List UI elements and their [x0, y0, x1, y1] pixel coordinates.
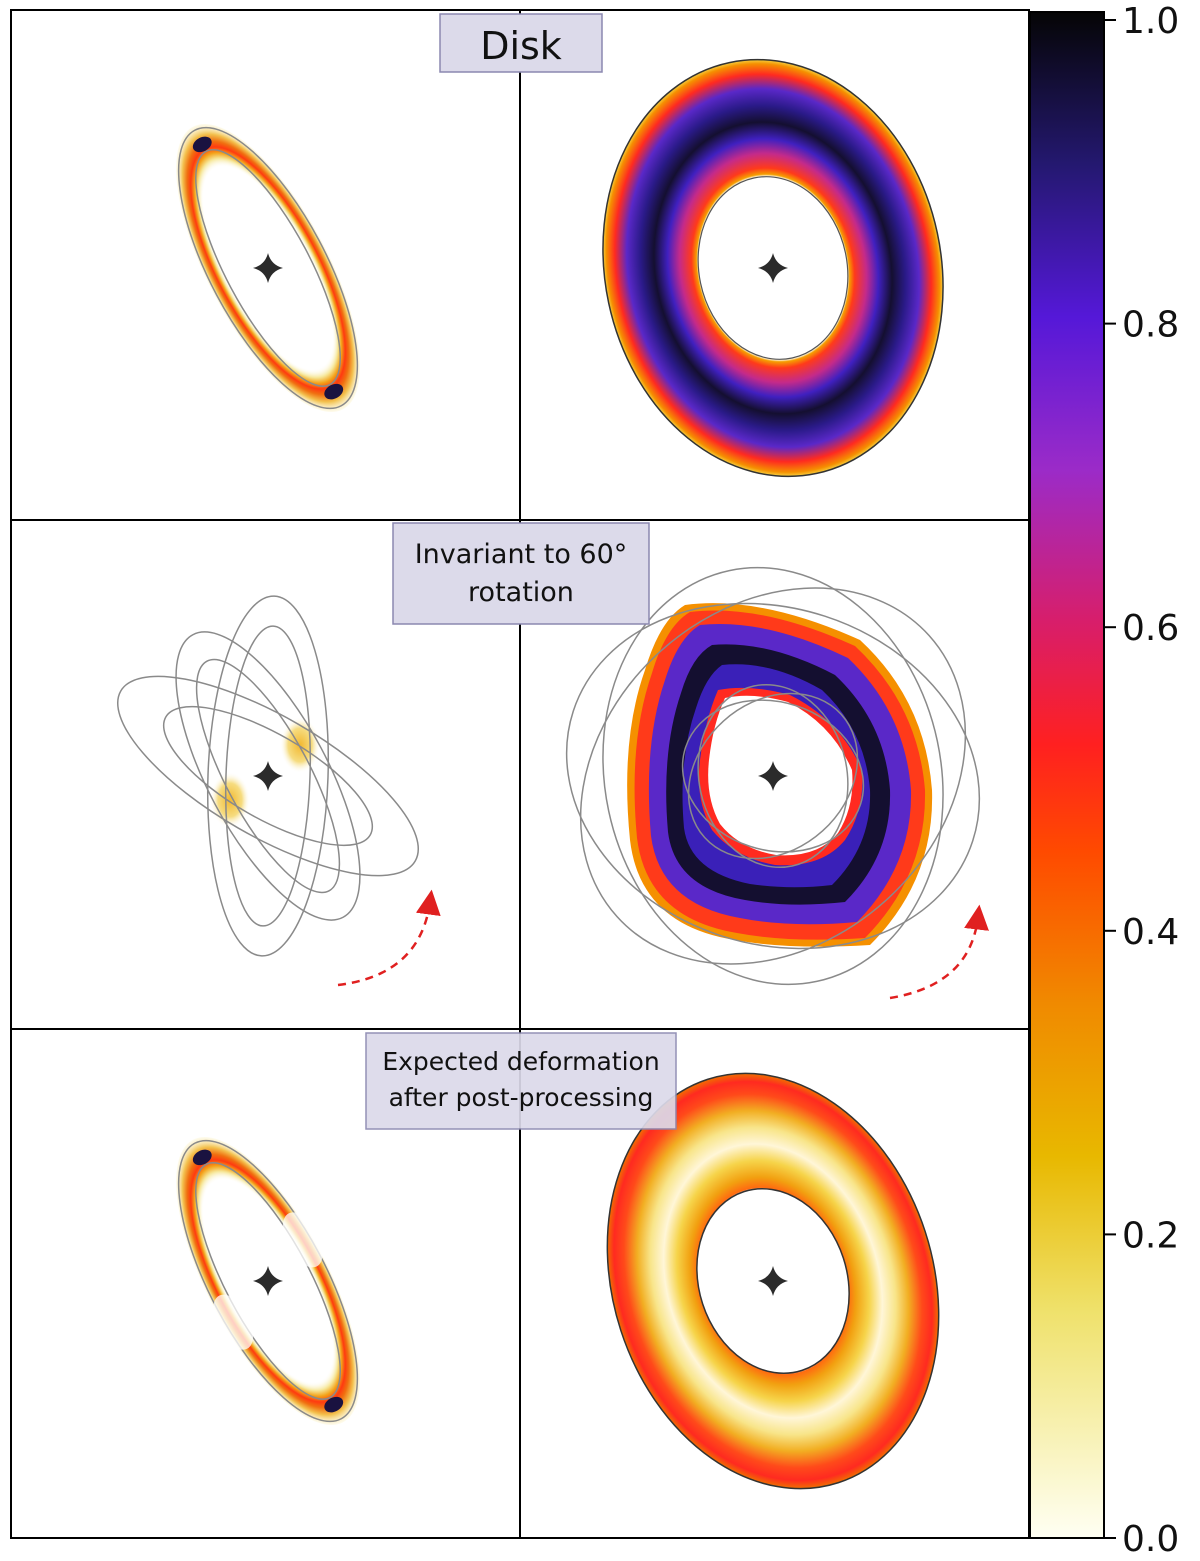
colorbar-tick-label: 0.0: [1122, 1519, 1179, 1560]
rotated-outline-60: [579, 587, 967, 965]
rotation-arrow: [337, 889, 441, 987]
rotated-outline-120-inner: [681, 699, 865, 853]
wide-disk-inner-outline: [696, 1187, 850, 1375]
rotated-outline-120: [565, 602, 981, 950]
ansa-peak-top: [192, 136, 212, 153]
subtracted-region: [282, 1212, 323, 1268]
colorbar-tick-label: 0.6: [1122, 608, 1179, 649]
row1-right-panel: [602, 58, 944, 478]
star-icon: [758, 761, 788, 791]
label-rotation-line2: rotation: [468, 577, 574, 608]
rotated-outline-0: [602, 566, 944, 986]
rotated-outline-60-inner: [687, 692, 859, 860]
subtracted-region: [213, 1294, 254, 1350]
label-rotation-line1: Invariant to 60°: [415, 539, 628, 570]
row3-right-panel: [606, 1072, 940, 1490]
star-icon: [253, 253, 283, 283]
wide-disk-outer-outline: [602, 58, 944, 478]
colorbar-tick-label: 1.0: [1122, 1, 1179, 42]
label-disk-text: Disk: [480, 24, 562, 68]
rotation-arrow: [889, 904, 989, 1000]
colorbar-ticks: 0.0 0.2 0.4 0.6 0.8 1.0: [1104, 1, 1179, 1560]
ansa-peak-top: [192, 1149, 212, 1166]
star-icon: [253, 761, 283, 791]
colorbar-tick-label: 0.2: [1122, 1215, 1179, 1256]
label-deformation: Expected deformation after post-processi…: [365, 1032, 677, 1130]
colorbar-tick-label: 0.8: [1122, 305, 1179, 346]
rotated-outline-120: [117, 675, 419, 877]
rotated-outline-60: [206, 595, 330, 957]
rotated-outline-0: [175, 631, 361, 921]
label-deformation-line2: after post-processing: [389, 1083, 654, 1112]
row2-right-panel: [565, 566, 989, 1000]
rotated-outline-60-inner: [224, 625, 312, 927]
wide-disk-outer-outline: [606, 1072, 940, 1490]
label-rotation: Invariant to 60° rotation: [392, 522, 650, 625]
label-deformation-line1: Expected deformation: [382, 1047, 659, 1076]
rotated-outline-0-inner: [697, 683, 849, 869]
star-icon: [253, 1266, 283, 1296]
label-disk: Disk: [439, 13, 603, 73]
colorbar-gradient: [1029, 11, 1105, 1539]
thin-disk-inner-outline: [195, 149, 341, 387]
colorbar-tick-label: 0.4: [1122, 912, 1179, 953]
colorbar: 0.0 0.2 0.4 0.6 0.8 1.0: [1029, 1, 1179, 1560]
rotated-outline-0-inner: [195, 658, 341, 894]
star-icon: [758, 253, 788, 283]
star-icon: [758, 1266, 788, 1296]
ansa-peak-bottom: [324, 1396, 344, 1413]
ansa-peak-bottom: [324, 383, 344, 400]
row3-left-panel: [176, 1136, 360, 1426]
row2-left-panel: [117, 595, 441, 987]
row1-left-panel: [176, 123, 360, 413]
rotated-outline-120-inner: [162, 705, 374, 847]
wide-disk-inner-outline: [697, 176, 849, 360]
